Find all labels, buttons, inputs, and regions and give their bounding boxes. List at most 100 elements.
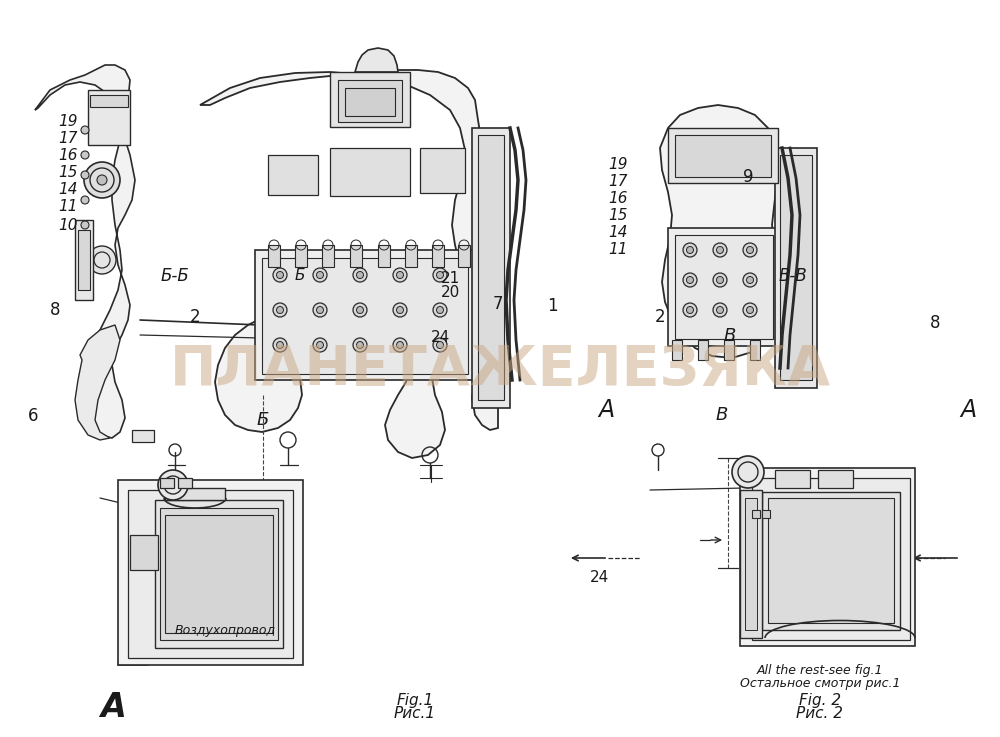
Bar bbox=[178, 478, 192, 488]
Text: 19: 19 bbox=[608, 157, 628, 172]
Bar bbox=[128, 490, 293, 658]
Polygon shape bbox=[660, 105, 782, 358]
Text: 16: 16 bbox=[58, 148, 78, 163]
Circle shape bbox=[713, 243, 727, 257]
Circle shape bbox=[81, 151, 89, 159]
Text: 15: 15 bbox=[58, 165, 78, 180]
Text: 8: 8 bbox=[930, 314, 940, 332]
Bar bbox=[752, 510, 760, 518]
Circle shape bbox=[683, 243, 697, 257]
Circle shape bbox=[273, 338, 287, 352]
Circle shape bbox=[313, 268, 327, 282]
Text: 15: 15 bbox=[608, 208, 628, 223]
Bar bbox=[295, 245, 307, 267]
Bar bbox=[88, 90, 130, 145]
Bar bbox=[90, 95, 128, 107]
Circle shape bbox=[743, 273, 757, 287]
Text: 2: 2 bbox=[655, 308, 665, 326]
Bar bbox=[740, 468, 915, 646]
Circle shape bbox=[433, 268, 447, 282]
Text: 14: 14 bbox=[608, 225, 628, 240]
Bar bbox=[675, 135, 771, 177]
Text: A: A bbox=[100, 691, 126, 724]
Bar bbox=[160, 478, 174, 488]
Circle shape bbox=[743, 303, 757, 317]
Text: 1: 1 bbox=[547, 297, 557, 315]
Bar bbox=[420, 148, 465, 193]
Text: 11: 11 bbox=[58, 199, 78, 214]
Bar bbox=[775, 470, 810, 488]
Circle shape bbox=[713, 273, 727, 287]
Bar bbox=[405, 245, 417, 267]
Bar bbox=[762, 510, 770, 518]
Circle shape bbox=[88, 246, 116, 274]
Text: 24: 24 bbox=[590, 570, 609, 584]
Bar bbox=[165, 515, 273, 633]
Bar bbox=[675, 235, 773, 339]
Circle shape bbox=[746, 276, 754, 284]
Polygon shape bbox=[75, 325, 120, 440]
Circle shape bbox=[356, 307, 364, 313]
Text: 9: 9 bbox=[743, 168, 753, 186]
Circle shape bbox=[716, 246, 724, 254]
Circle shape bbox=[353, 303, 367, 317]
Circle shape bbox=[393, 303, 407, 317]
Bar bbox=[345, 88, 395, 116]
Circle shape bbox=[81, 171, 89, 179]
Bar bbox=[322, 245, 334, 267]
Text: Fig.1: Fig.1 bbox=[396, 693, 434, 708]
Text: 6: 6 bbox=[28, 408, 38, 425]
Text: Воздухопровод: Воздухопровод bbox=[175, 624, 276, 637]
Circle shape bbox=[313, 338, 327, 352]
Circle shape bbox=[316, 341, 324, 349]
Circle shape bbox=[276, 341, 284, 349]
Bar bbox=[458, 245, 470, 267]
Polygon shape bbox=[35, 65, 135, 438]
Circle shape bbox=[81, 221, 89, 229]
Circle shape bbox=[746, 307, 754, 313]
Circle shape bbox=[356, 341, 364, 349]
Bar bbox=[668, 128, 778, 183]
Circle shape bbox=[158, 470, 188, 500]
Text: 2: 2 bbox=[190, 308, 200, 326]
Circle shape bbox=[683, 303, 697, 317]
Bar bbox=[75, 220, 93, 300]
Circle shape bbox=[732, 456, 764, 488]
Text: 8: 8 bbox=[50, 301, 60, 318]
Bar bbox=[330, 148, 410, 196]
Bar bbox=[752, 478, 910, 640]
Circle shape bbox=[396, 341, 404, 349]
Bar bbox=[818, 470, 853, 488]
Circle shape bbox=[683, 273, 697, 287]
Circle shape bbox=[276, 271, 284, 279]
Circle shape bbox=[393, 268, 407, 282]
Bar bbox=[262, 258, 468, 374]
Bar bbox=[268, 155, 318, 195]
Text: Рис.1: Рис.1 bbox=[394, 706, 436, 721]
Bar bbox=[724, 340, 734, 360]
Text: 24: 24 bbox=[430, 330, 450, 345]
Circle shape bbox=[273, 268, 287, 282]
Text: В: В bbox=[724, 327, 736, 345]
Bar bbox=[330, 72, 410, 127]
Polygon shape bbox=[355, 48, 398, 72]
Text: 21: 21 bbox=[440, 271, 460, 286]
Text: 17: 17 bbox=[608, 174, 628, 189]
Polygon shape bbox=[128, 548, 158, 575]
Bar bbox=[750, 340, 760, 360]
Circle shape bbox=[686, 246, 694, 254]
Circle shape bbox=[81, 126, 89, 134]
Circle shape bbox=[316, 307, 324, 313]
Bar bbox=[698, 340, 708, 360]
Bar bbox=[432, 245, 444, 267]
Text: В: В bbox=[716, 406, 728, 424]
Circle shape bbox=[313, 303, 327, 317]
Bar bbox=[672, 340, 682, 360]
Circle shape bbox=[273, 303, 287, 317]
Bar bbox=[478, 135, 504, 400]
Circle shape bbox=[396, 271, 404, 279]
Text: 14: 14 bbox=[58, 182, 78, 197]
Text: 19: 19 bbox=[58, 114, 78, 129]
Bar bbox=[155, 500, 283, 648]
Circle shape bbox=[316, 271, 324, 279]
